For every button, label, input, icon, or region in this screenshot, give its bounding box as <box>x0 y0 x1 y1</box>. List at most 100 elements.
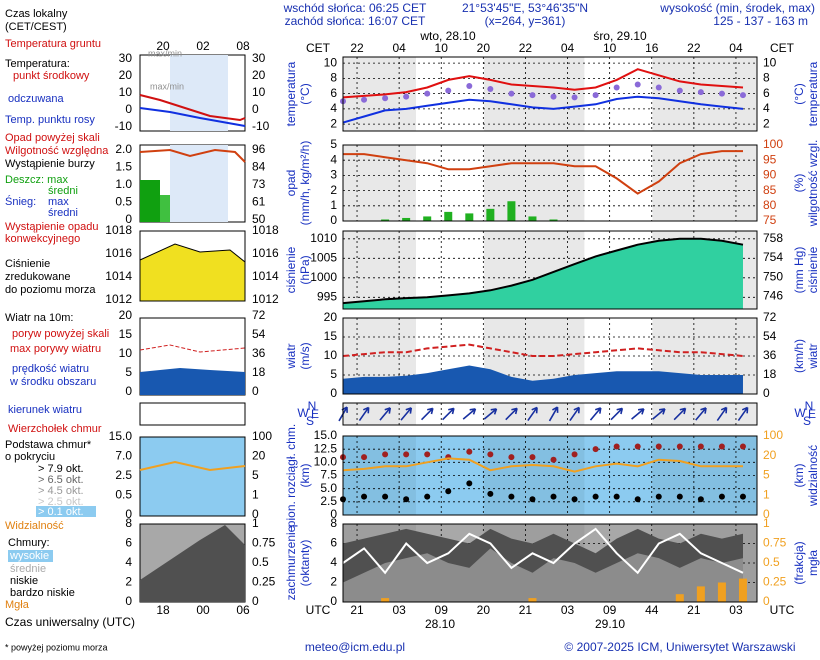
dot <box>529 454 536 461</box>
legend-tick-label: 5 <box>125 365 132 379</box>
legend-text: Temperatura: <box>5 58 70 70</box>
y2-tick-label: 746 <box>763 289 783 303</box>
dot <box>508 454 515 461</box>
legend-tick-label: 100 <box>252 429 272 443</box>
dot <box>655 84 662 91</box>
wind-arrow <box>527 406 538 422</box>
y2-tick-label: 18 <box>763 367 777 381</box>
y2-tick-label: 4 <box>763 101 770 115</box>
legend-panels <box>139 54 246 603</box>
compass-label: S <box>803 414 811 428</box>
bar <box>717 582 726 602</box>
legend-day <box>170 145 228 222</box>
dot <box>718 443 725 450</box>
x-tick-label: 10 <box>603 41 617 55</box>
x-tick-label: 09 <box>435 603 449 617</box>
y-tick-label: 995 <box>317 289 337 303</box>
wind-arrow <box>695 407 707 421</box>
dot <box>424 493 431 500</box>
legend-text: kierunek wiatru <box>8 404 82 416</box>
plot-border <box>342 56 758 132</box>
y-tick-label: 1010 <box>310 231 337 245</box>
plot-border <box>342 402 758 426</box>
dot <box>634 443 641 450</box>
night-band <box>652 145 757 221</box>
legend-box <box>139 436 246 517</box>
y2-tick-label: 100 <box>763 428 783 442</box>
wind-arrow <box>631 408 645 420</box>
legend-line <box>139 94 246 122</box>
dot <box>529 496 536 503</box>
dot <box>655 493 662 500</box>
y2-tick-label: 750 <box>763 269 783 283</box>
y2-axis-label: (km) <box>792 464 806 488</box>
legend-tick-label: 0 <box>252 384 259 398</box>
dot <box>655 443 662 450</box>
dot <box>424 451 431 458</box>
wind-arrow <box>610 407 624 421</box>
email[interactable]: meteo@icm.edu.pl <box>305 640 405 654</box>
legend-text: Mgła <box>5 599 30 611</box>
legend-tick-label: 0 <box>252 102 259 116</box>
x-tick-label: 21 <box>350 603 364 617</box>
dot <box>592 92 599 99</box>
wind-arrow <box>379 407 392 421</box>
y-tick-label: 0 <box>330 213 337 227</box>
y-axis-label: (m/s) <box>298 342 312 369</box>
legend-tick-label: 18 <box>252 365 266 379</box>
wind-arrow <box>358 406 370 422</box>
wind-arrow <box>548 406 559 422</box>
y2-tick-label: 0.75 <box>763 536 787 550</box>
legend-tick-label: 10 <box>119 346 133 360</box>
legend-tick-label: 4 <box>125 555 132 569</box>
y-tick-label: 15 <box>324 329 338 343</box>
elevation: 125 - 137 - 163 m <box>713 14 808 28</box>
legend-text: konwekcyjnego <box>5 233 80 245</box>
dot <box>613 443 620 450</box>
wind-arrow <box>442 407 455 421</box>
legend-wind <box>140 368 245 395</box>
legend-rain <box>140 180 160 222</box>
legend-text: Wystąpienie burzy <box>5 158 95 170</box>
night-band <box>484 403 585 425</box>
legend-text: Śnieg: <box>5 195 36 208</box>
x-axis-label: CET <box>306 41 331 55</box>
dot <box>403 496 410 503</box>
dot <box>361 96 368 103</box>
y2-axis-label: (km/h) <box>792 339 806 373</box>
legend-rain <box>160 195 170 222</box>
y-tick-label: 20 <box>324 310 338 324</box>
dot <box>676 443 683 450</box>
night-band <box>343 403 416 425</box>
dot <box>697 89 704 96</box>
legend-text: > 2.5 okt. <box>38 496 84 508</box>
bar <box>486 208 495 221</box>
legend-tick-label: 30 <box>119 51 133 65</box>
wind-arrow <box>589 407 602 421</box>
y-axis-label: wiatr <box>284 343 298 369</box>
line <box>343 150 743 195</box>
legend-tick-label: 20 <box>252 449 266 463</box>
legend-text: średni <box>48 185 78 197</box>
dot <box>361 493 368 500</box>
dot <box>508 90 515 97</box>
legend-tick-label: 0.5 <box>252 555 269 569</box>
plot-border <box>342 523 758 603</box>
dot <box>571 451 578 458</box>
y2-axis-label: wiatr <box>806 343 820 369</box>
legend-line <box>139 107 246 127</box>
legend-tick-label: -10 <box>115 119 133 133</box>
legend-highlight <box>36 506 96 517</box>
legend-tick-label: 0.25 <box>252 575 276 589</box>
y2-axis-label: (mm Hg) <box>792 247 806 294</box>
y-tick-label: 2 <box>330 116 337 130</box>
dot <box>550 493 557 500</box>
legend-tick-label: 84 <box>252 160 266 174</box>
dot <box>466 480 473 487</box>
legend-time-label: 06 <box>236 603 250 617</box>
dot <box>676 493 683 500</box>
legend-text: średnie <box>10 563 46 575</box>
area <box>343 238 743 309</box>
